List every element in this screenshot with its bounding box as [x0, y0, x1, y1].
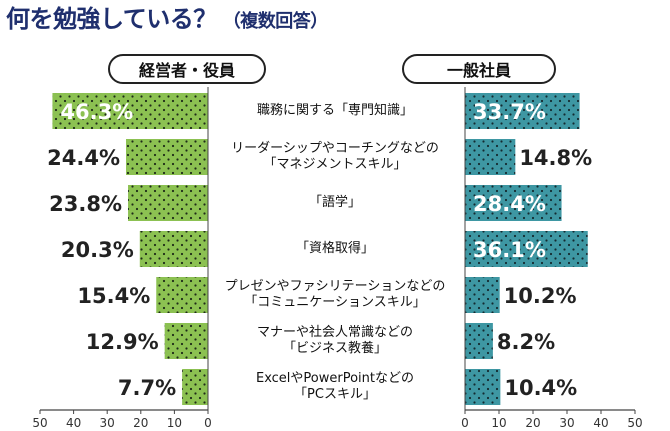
right-tick-label-2: 20	[525, 416, 540, 430]
left-tick-label-3: 20	[133, 416, 148, 430]
left-tick-label-2: 30	[100, 416, 115, 430]
right-tick-label-1: 10	[491, 416, 506, 430]
category-label-line: ExcelやPowerPointなどの	[255, 371, 415, 386]
right-value-label-2: 28.4%	[473, 192, 546, 216]
right-bar-1	[465, 139, 516, 175]
right-tick-label-5: 50	[627, 416, 642, 430]
right-tick-label-0: 0	[461, 416, 469, 430]
chart-subtitle: （複数回答）	[222, 11, 329, 32]
category-label-2: 「語学」	[212, 195, 458, 211]
left-series-header: 経営者・役員	[108, 54, 266, 84]
left-bar-5	[164, 323, 208, 359]
left-value-label-6: 7.7%	[118, 376, 176, 400]
category-label-6: ExcelやPowerPointなどの 「PCスキル」	[212, 371, 458, 403]
right-bar-6	[465, 369, 501, 405]
left-tick-label-5: 0	[204, 416, 212, 430]
category-label-line: 「語学」	[308, 195, 361, 210]
chart-title: 何を勉強している？	[6, 5, 217, 33]
category-label-line: 「資格取得」	[295, 241, 374, 256]
left-value-label-0: 46.3%	[60, 100, 133, 124]
left-tick-label-4: 10	[167, 416, 182, 430]
right-bar-5	[465, 323, 493, 359]
right-tick-label-3: 30	[559, 416, 574, 430]
right-bar-3	[465, 231, 588, 267]
category-label-line: プレゼンやファシリテーションなどの	[224, 279, 446, 294]
category-label-line: リーダーシップやコーチングなどの	[231, 141, 439, 156]
left-tick-label-1: 40	[66, 416, 81, 430]
category-label-line: 「マネジメントスキル」	[263, 157, 407, 172]
right-bar-4	[465, 277, 500, 313]
category-label-1: リーダーシップやコーチングなどの 「マネジメントスキル」	[212, 141, 458, 173]
left-bar-2	[128, 185, 208, 221]
right-bar-0	[465, 93, 580, 129]
category-label-4: プレゼンやファシリテーションなどの 「コミュニケーションスキル」	[212, 279, 458, 311]
left-value-label-1: 24.4%	[47, 146, 120, 170]
right-series-header: 一般社員	[402, 54, 556, 84]
right-tick-label-4: 40	[593, 416, 608, 430]
category-label-line: 「ビジネス教養」	[282, 341, 387, 356]
category-label-line: マナーや社会人常識などの	[256, 325, 413, 340]
left-bar-0	[52, 93, 208, 129]
category-label-3: 「資格取得」	[212, 241, 458, 257]
right-value-label-6: 10.4%	[504, 376, 577, 400]
right-value-label-4: 10.2%	[504, 284, 577, 308]
left-bar-6	[182, 369, 208, 405]
category-label-line: 職務に関する「専門知識」	[256, 103, 413, 118]
right-value-label-1: 14.8%	[519, 146, 592, 170]
right-bar-2	[465, 185, 562, 221]
right-value-label-5: 8.2%	[497, 330, 555, 354]
category-label-5: マナーや社会人常識などの 「ビジネス教養」	[212, 325, 458, 357]
right-value-label-0: 33.7%	[473, 100, 546, 124]
left-tick-label-0: 50	[32, 416, 47, 430]
left-value-label-5: 12.9%	[86, 330, 159, 354]
category-label-0: 職務に関する「専門知識」	[212, 103, 458, 119]
left-value-label-4: 15.4%	[77, 284, 150, 308]
title-bar: 何を勉強している？ （複数回答）	[0, 0, 485, 39]
left-value-label-3: 20.3%	[61, 238, 134, 262]
left-bar-4	[156, 277, 208, 313]
category-label-line: 「コミュニケーションスキル」	[244, 295, 426, 310]
category-label-line: 「PCスキル」	[294, 387, 376, 402]
left-bar-1	[126, 139, 208, 175]
left-value-label-2: 23.8%	[49, 192, 122, 216]
right-value-label-3: 36.1%	[473, 238, 546, 262]
left-bar-3	[139, 231, 208, 267]
